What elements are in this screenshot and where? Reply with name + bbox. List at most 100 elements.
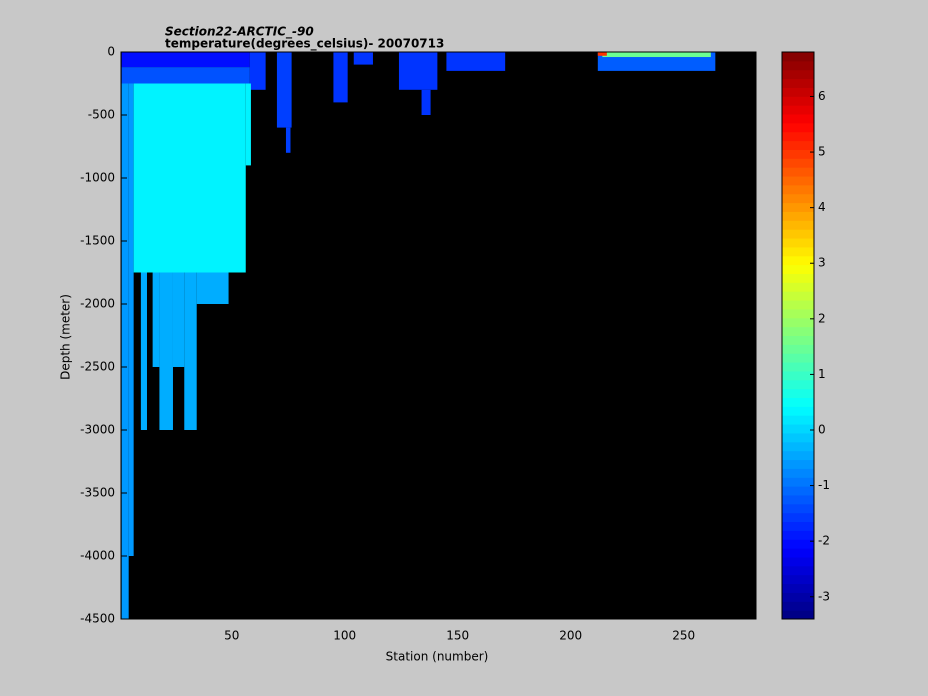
y-tick-label: -2000: [80, 297, 115, 311]
colorbar-frame: [781, 51, 815, 620]
colorbar-segment: [782, 548, 814, 558]
y-tick-label: -2500: [80, 360, 115, 374]
heatmap-cell: [245, 83, 251, 166]
colorbar-segment: [782, 308, 814, 319]
colorbar-segment: [782, 202, 814, 212]
x-axis-label: Station (number): [386, 650, 489, 664]
colorbar-segment: [782, 415, 814, 425]
colorbar-segment: [782, 556, 814, 567]
heatmap-cell: [353, 52, 373, 65]
heatmap-cell: [602, 52, 711, 58]
heatmap-cell: [121, 52, 250, 68]
colorbar-segment: [782, 450, 814, 461]
colorbar-segment: [782, 424, 814, 434]
colorbar-segment: [782, 503, 814, 514]
colorbar-segment: [782, 78, 814, 88]
colorbar-segment: [782, 388, 814, 399]
y-tick-label: -1500: [80, 234, 115, 248]
colorbar-tick-label: 0: [818, 423, 826, 437]
colorbar-segment: [782, 521, 814, 531]
heatmap-cell: [184, 272, 197, 430]
x-tick-label: 200: [559, 629, 582, 643]
colorbar-segment: [782, 353, 814, 363]
y-tick-label: -4000: [80, 549, 115, 563]
colorbar-segment: [782, 282, 814, 292]
colorbar-segment: [782, 370, 814, 381]
plot-frame: [120, 51, 757, 620]
colorbar-segment: [782, 512, 814, 523]
colorbar-tick-label: 1: [818, 367, 826, 381]
colorbar-segment: [782, 291, 814, 301]
colorbar-segment: [782, 140, 814, 150]
colorbar-tick-label: -3: [818, 589, 830, 603]
y-axis-label: Depth (meter): [59, 294, 73, 380]
colorbar-tick-label: 3: [818, 256, 826, 270]
colorbar-segment: [782, 610, 814, 620]
heatmap-cell: [159, 272, 173, 430]
colorbar-segment: [782, 122, 814, 133]
y-tick-label: -1000: [80, 171, 115, 185]
heatmap-cell: [152, 272, 160, 367]
colorbar-segment: [782, 592, 814, 602]
heatmap-cell: [121, 67, 250, 84]
colorbar-segment: [782, 565, 814, 576]
y-tick-label: -3000: [80, 423, 115, 437]
x-tick-label: 50: [224, 629, 239, 643]
heatmap-cell: [249, 52, 266, 90]
colorbar-segment: [782, 477, 814, 487]
heatmap-cell: [140, 272, 147, 430]
colorbar-segment: [782, 300, 814, 310]
colorbar-segment: [782, 220, 814, 230]
colorbar-segment: [782, 167, 814, 177]
heatmap-cell: [128, 83, 134, 556]
heatmap-cell: [285, 127, 291, 153]
heatmap-cell: [446, 52, 506, 71]
colorbar-segment: [782, 574, 814, 585]
heatmap-cell: [398, 52, 438, 90]
heatmap-cell: [333, 52, 348, 103]
colorbar-segment: [782, 211, 814, 221]
colorbar-segment: [782, 601, 814, 611]
colorbar-tick-label: 5: [818, 145, 826, 159]
colorbar-segment: [782, 406, 814, 416]
colorbar-segment: [782, 335, 814, 345]
heatmap-cell: [421, 89, 431, 115]
heatmap-cell: [133, 83, 246, 273]
colorbar-tick-label: 4: [818, 200, 826, 214]
colorbar-segment: [782, 397, 814, 407]
colorbar-segment: [782, 317, 814, 328]
y-tick-label: -4500: [80, 612, 115, 626]
colorbar-segment: [782, 184, 814, 195]
colorbar-segment: [782, 326, 814, 336]
colorbar-segment: [782, 494, 814, 505]
colorbar-segment: [782, 468, 814, 478]
colorbar-segment: [782, 362, 814, 372]
heatmap-cell: [196, 272, 229, 304]
y-tick-label: 0: [107, 45, 115, 59]
y-tick-label: -500: [88, 108, 115, 122]
colorbar-segment: [782, 131, 814, 142]
colorbar-tick-label: 6: [818, 89, 826, 103]
colorbar-segment: [782, 264, 814, 274]
colorbar-segment: [782, 255, 814, 266]
colorbar-segment: [782, 379, 814, 390]
colorbar-segment: [782, 246, 814, 257]
colorbar-segment: [782, 69, 814, 80]
colorbar-segment: [782, 158, 814, 168]
colorbar-segment: [782, 344, 814, 354]
colorbar-segment: [782, 149, 814, 159]
colorbar-segment: [782, 105, 814, 115]
colorbar-segment: [782, 441, 814, 452]
x-tick-label: 100: [333, 629, 356, 643]
y-tick-label: -3500: [80, 486, 115, 500]
colorbar-segment: [782, 87, 814, 97]
heatmap-cell: [597, 52, 607, 56]
colorbar-segment: [782, 229, 814, 239]
colorbar-segment: [782, 583, 814, 593]
chart-title: Section22-ARCTIC_-90: [165, 25, 314, 40]
heatmap-cell: [121, 83, 129, 619]
colorbar-segment: [782, 193, 814, 204]
colorbar-segment: [782, 114, 814, 124]
